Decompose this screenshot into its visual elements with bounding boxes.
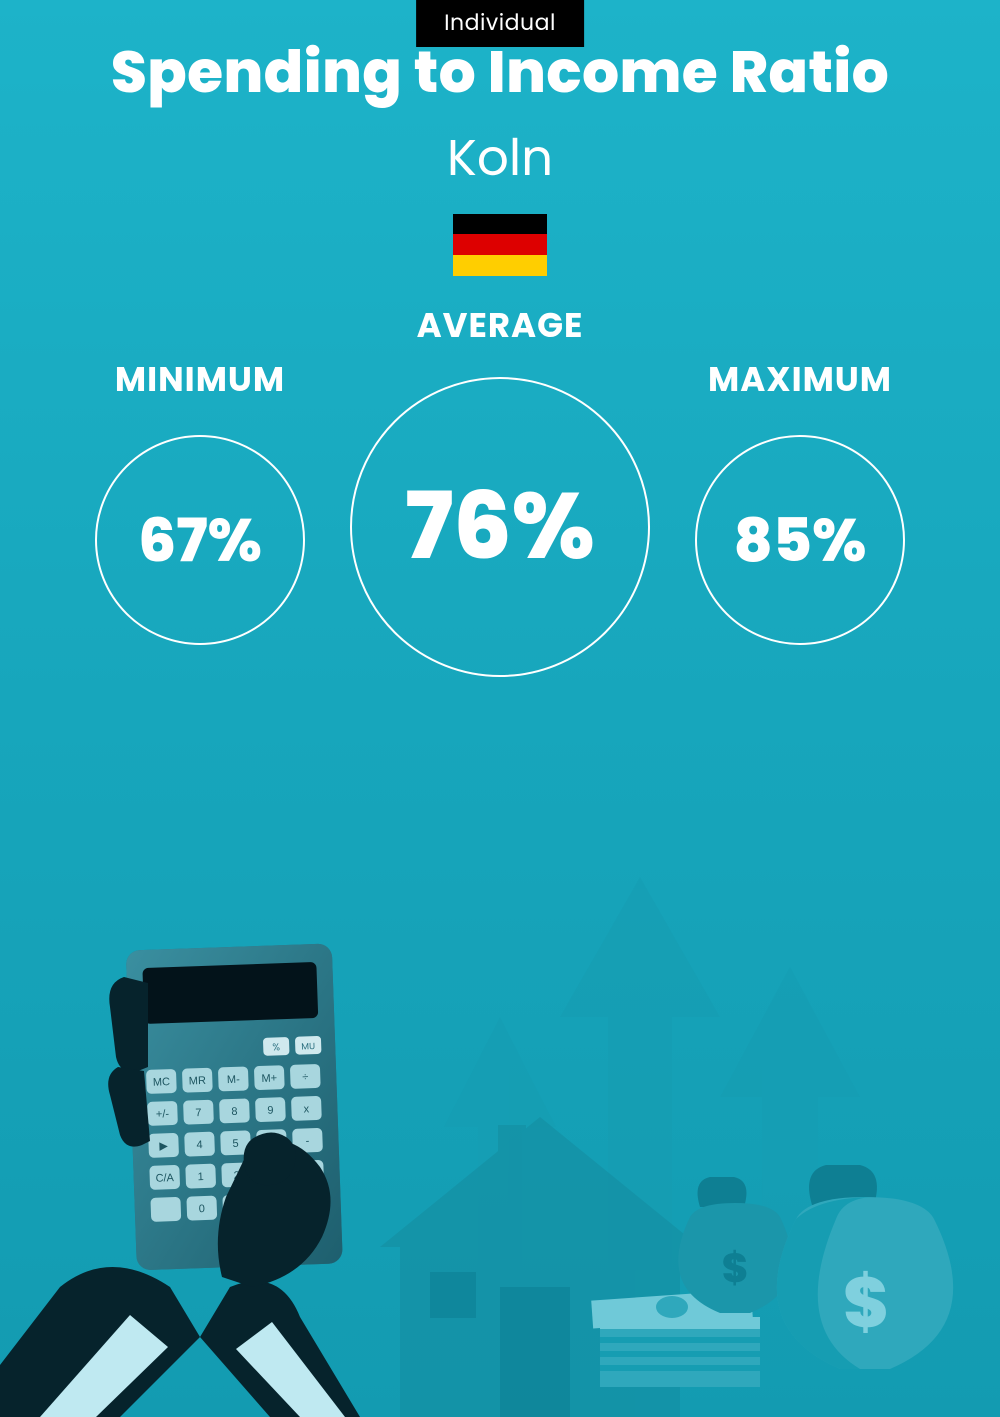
finance-illustration: $ $ % MU <box>0 817 1000 1417</box>
stat-maximum-value: 85% <box>734 495 867 585</box>
stat-maximum-circle: 85% <box>695 435 905 645</box>
stat-maximum-label: MAXIMUM <box>708 354 892 405</box>
flag-stripe-bot <box>453 255 547 276</box>
flag-stripe-top <box>453 214 547 235</box>
svg-text:1: 1 <box>197 1171 204 1183</box>
stat-average-label: AVERAGE <box>417 300 584 351</box>
location-subtitle: Koln <box>0 120 1000 196</box>
stat-minimum: MINIMUM 67% <box>50 354 350 645</box>
svg-text:-: - <box>306 1135 310 1147</box>
svg-text:MC: MC <box>153 1076 171 1089</box>
svg-text:÷: ÷ <box>302 1071 308 1083</box>
svg-text:7: 7 <box>195 1107 202 1119</box>
svg-text:$: $ <box>722 1240 748 1296</box>
svg-text:6: 6 <box>268 1137 275 1149</box>
house-icon <box>380 1117 700 1417</box>
money-bag-large-icon: $ <box>777 1165 953 1369</box>
svg-text:5: 5 <box>232 1138 239 1150</box>
svg-text:2: 2 <box>233 1170 240 1182</box>
svg-text:=: = <box>306 1199 313 1211</box>
flag-icon <box>453 214 547 276</box>
stat-minimum-label: MINIMUM <box>115 354 285 405</box>
stat-minimum-circle: 67% <box>95 435 305 645</box>
flag-stripe-mid <box>453 234 547 255</box>
svg-text:00: 00 <box>231 1202 244 1214</box>
svg-text:▶: ▶ <box>159 1140 168 1152</box>
svg-text:M-: M- <box>227 1074 241 1086</box>
svg-text:3: 3 <box>269 1169 276 1181</box>
cash-stack-icon <box>591 1289 760 1387</box>
svg-text:0: 0 <box>199 1203 206 1215</box>
svg-text:M+: M+ <box>261 1072 277 1085</box>
stat-average-circle: 76% <box>350 377 650 677</box>
hands-calculator-icon: % MU MC MR M- M+ ÷ +/- 7 8 9 x ▶ 4 5 6 - C/A 1 2 3 + <box>0 943 360 1417</box>
svg-text:4: 4 <box>196 1139 203 1151</box>
stats-row: MINIMUM 67% AVERAGE 76% MAXIMUM 85% <box>0 300 1000 677</box>
page-title: Spending to Income Ratio <box>0 38 1000 108</box>
money-bag-small-icon: $ <box>678 1177 792 1313</box>
header: Spending to Income Ratio Koln <box>0 38 1000 276</box>
stat-maximum: MAXIMUM 85% <box>650 354 950 645</box>
svg-text:%: % <box>272 1039 281 1054</box>
stat-average-value: 76% <box>405 458 595 596</box>
svg-text:.: . <box>272 1201 275 1213</box>
up-arrows-icon <box>444 877 860 1287</box>
stat-average: AVERAGE 76% <box>350 300 650 677</box>
svg-text:$: $ <box>843 1253 889 1352</box>
svg-text:MR: MR <box>189 1075 207 1088</box>
svg-text:+/-: +/- <box>156 1108 170 1120</box>
stat-minimum-value: 67% <box>138 495 262 585</box>
svg-text:C/A: C/A <box>155 1172 174 1185</box>
svg-text:9: 9 <box>267 1105 274 1117</box>
svg-text:x: x <box>303 1103 309 1115</box>
svg-text:MU: MU <box>301 1041 315 1053</box>
svg-text:+: + <box>305 1167 312 1179</box>
svg-text:8: 8 <box>231 1106 238 1118</box>
